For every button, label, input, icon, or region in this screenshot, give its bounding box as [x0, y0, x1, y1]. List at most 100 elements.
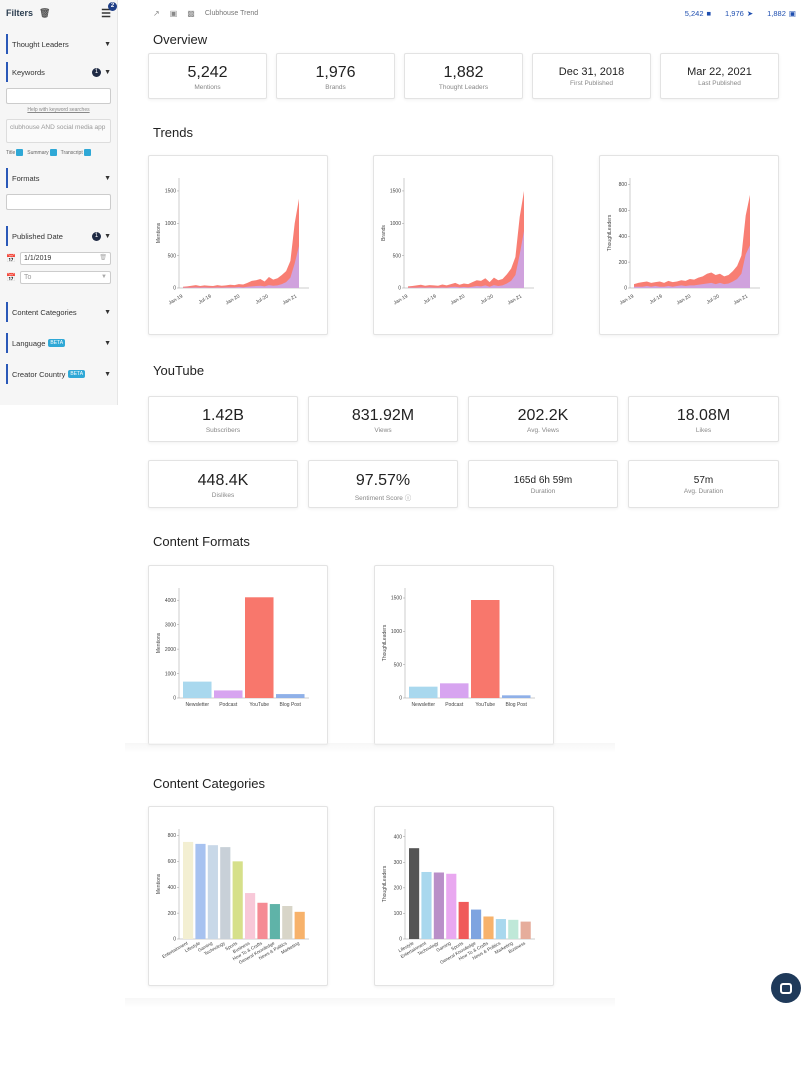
- card-label: Avg. Views: [527, 427, 559, 434]
- card-value: 165d 6h 59m: [513, 475, 573, 486]
- x-tick-label: Podcast: [219, 702, 238, 708]
- trash-icon[interactable]: 🗑: [99, 255, 107, 261]
- chat-button[interactable]: [771, 973, 801, 1003]
- x-tick-label: Jan-20: [225, 293, 241, 306]
- stat-brands: 1,976 ➤: [725, 9, 753, 18]
- x-tick-label: Blog Post: [280, 702, 302, 708]
- bar: [458, 901, 469, 939]
- card-label: Thought Leaders: [438, 84, 489, 91]
- transcript-checkbox[interactable]: Transcript: [61, 149, 91, 156]
- bar: [195, 843, 206, 939]
- y-tick-label: 1000: [165, 221, 176, 227]
- card-value: 1,976: [315, 64, 356, 81]
- stat-leaders: 1,882 ▣: [767, 9, 796, 18]
- bar: [220, 847, 231, 939]
- section-language[interactable]: Language BETA ▼: [6, 333, 111, 353]
- section-label: Content Categories: [12, 307, 77, 317]
- section-label: Published Date: [12, 231, 63, 241]
- filter-list-icon[interactable]: ☰ 2: [101, 1, 117, 20]
- section-thought-leaders[interactable]: Thought Leaders ▼: [6, 34, 111, 54]
- summary-checkbox[interactable]: Summary: [27, 149, 57, 156]
- card-value: 1.42B: [202, 407, 244, 424]
- search-scope-checks: Title Summary Transcript: [6, 149, 111, 156]
- area-series-main: [634, 194, 750, 288]
- y-axis-label: ThoughtLeaders: [607, 214, 613, 251]
- overview-card: 5,242 Mentions: [148, 53, 267, 99]
- check-icon: [16, 149, 24, 156]
- filter-count-badge: 2: [108, 1, 117, 11]
- y-tick-label: 500: [168, 253, 177, 259]
- bar: [440, 683, 469, 698]
- x-tick-label: YouTube: [249, 702, 269, 708]
- trash-icon[interactable]: 🗑: [39, 7, 51, 18]
- caret-down-icon: ▼: [104, 174, 111, 182]
- section-published-date[interactable]: Published Date 1 ▼: [6, 226, 111, 246]
- section-label: Formats: [12, 173, 40, 183]
- bar: [183, 681, 212, 698]
- bar: [257, 902, 268, 939]
- y-tick-label: 1000: [390, 221, 401, 227]
- date-from-input[interactable]: 1/1/2019 🗑: [20, 252, 111, 265]
- formats-leaders-chart: ThoughtLeaders 0 500 1000 1500 Newsletter Podc…: [374, 565, 554, 745]
- content-categories-title: Content Categories: [153, 776, 266, 791]
- keyword-input[interactable]: [6, 88, 111, 104]
- y-tick-label: 200: [168, 911, 177, 917]
- y-tick-label: 0: [624, 286, 627, 292]
- x-tick-label: Podcast: [445, 702, 464, 708]
- calendar-icon[interactable]: 📅: [6, 273, 16, 282]
- x-tick-label: Jul-20: [480, 293, 495, 305]
- section-formats[interactable]: Formats ▼: [6, 168, 111, 188]
- date-to-row: 📅 To ▼: [6, 271, 111, 284]
- y-tick-label: 600: [619, 208, 628, 214]
- overview-card: 1,976 Brands: [276, 53, 395, 99]
- section-creator-country[interactable]: Creator Country BETA ▼: [6, 364, 111, 384]
- top-toolbar: ↗ ▣ ▩ Clubhouse Trend 5,242 ■ 1,976 ➤ 1,88…: [118, 0, 810, 26]
- bar: [471, 600, 500, 698]
- y-axis-label: ThoughtLeaders: [382, 624, 388, 661]
- bar: [269, 904, 280, 939]
- y-tick-label: 600: [168, 859, 177, 865]
- leaders-trend-chart: ThoughtLeaders 0 200 400 600 800 Jan-19 Jul-19 J…: [599, 155, 779, 335]
- x-tick-label: Newsletter: [185, 702, 209, 708]
- video-icon: ■: [706, 8, 712, 18]
- title-checkbox[interactable]: Title: [6, 149, 24, 156]
- y-axis-label: Brands: [381, 225, 387, 241]
- y-tick-label: 0: [173, 696, 176, 702]
- keyword-query-field[interactable]: clubhouse AND social media app: [6, 119, 111, 143]
- bar: [433, 872, 444, 939]
- keyword-help-link[interactable]: Help with keyword searches: [27, 107, 90, 113]
- date-to-input[interactable]: To ▼: [20, 271, 111, 284]
- check-icon: [49, 149, 57, 156]
- card-value: 97.57%: [355, 472, 411, 489]
- filters-sidebar: Filters 🗑 ☰ 2 Thought Leaders ▼ Keywords …: [0, 0, 118, 405]
- bar: [421, 871, 432, 939]
- section-keywords[interactable]: Keywords 1 ▼: [6, 62, 111, 82]
- content-formats-title: Content Formats: [153, 534, 250, 549]
- x-tick-label: Jan-20: [450, 293, 466, 306]
- section-content-categories[interactable]: Content Categories ▼: [6, 302, 111, 322]
- save-icon[interactable]: ▣: [169, 8, 178, 18]
- x-tick-label: Newsletter: [411, 702, 435, 708]
- x-tick-label: Sports: [224, 940, 239, 951]
- calendar-icon[interactable]: 📅: [6, 254, 16, 263]
- share-icon[interactable]: ↗: [153, 8, 160, 18]
- section-label: Thought Leaders: [12, 39, 69, 49]
- checkbox-label: Title: [6, 149, 16, 156]
- formats-input[interactable]: [6, 194, 111, 210]
- card-value: Dec 31, 2018: [558, 66, 625, 78]
- y-tick-label: 1500: [390, 189, 401, 195]
- caret-down-icon: ▼: [104, 40, 111, 48]
- section-divider: [125, 998, 615, 1008]
- x-tick-label: Jul-19: [649, 293, 664, 305]
- bar: [276, 694, 305, 698]
- y-tick-label: 200: [394, 886, 403, 892]
- card-label: Avg. Duration: [683, 488, 724, 495]
- y-tick-label: 1000: [165, 671, 176, 677]
- card-label: Likes: [695, 427, 712, 434]
- overview-card: 1,882 Thought Leaders: [404, 53, 523, 99]
- x-tick-label: Sports: [450, 940, 465, 951]
- youtube-title: YouTube: [153, 363, 205, 378]
- info-icon[interactable]: ⓘ: [404, 495, 412, 502]
- trend-name: Clubhouse Trend: [204, 9, 259, 17]
- bar: [409, 848, 420, 939]
